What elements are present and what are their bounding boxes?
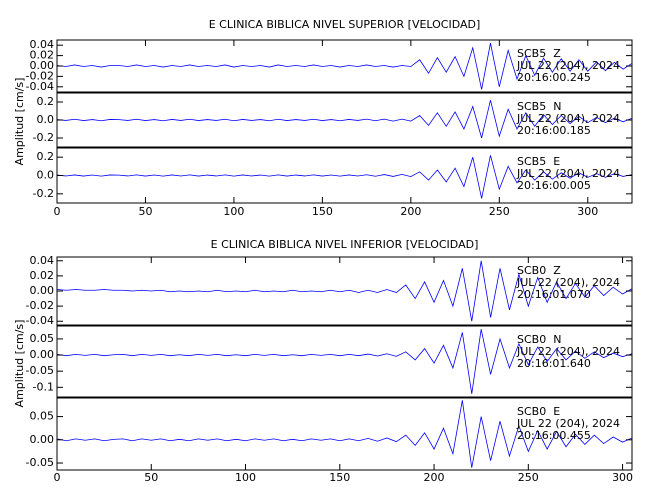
y-tick-label: 0.2 (37, 150, 55, 163)
y-tick-label: 0.05 (30, 410, 55, 423)
trace-annotation: 20:16:00.245 (517, 71, 591, 84)
x-tick-label: 50 (144, 471, 158, 484)
x-tick-label: 200 (424, 471, 445, 484)
y-tick-label: 0.00 (30, 59, 55, 72)
waveform (57, 155, 632, 199)
y-tick-label: 0.0 (37, 169, 55, 182)
x-tick-label: 250 (489, 205, 510, 218)
waveform (57, 400, 632, 468)
x-tick-label: 100 (223, 205, 244, 218)
panel-frame (56, 397, 633, 471)
y-tick-label: -0.04 (26, 314, 54, 327)
y-tick-label: 0.02 (30, 269, 55, 282)
trace-annotation: 20:16:00.005 (517, 179, 591, 192)
trace-annotation: JUL 22 (204), 2024 (516, 59, 620, 72)
trace-annotation: SCB0 N (517, 333, 561, 346)
trace-annotation: SCB5 N (517, 100, 561, 113)
trace-annotation: 20:16:00.455 (517, 429, 591, 442)
x-tick-label: 300 (612, 471, 633, 484)
trace-annotation: SCB0 Z (517, 264, 561, 277)
y-tick-label: 0.00 (30, 348, 55, 361)
y-tick-label: 0.00 (30, 433, 55, 446)
waveform (57, 260, 632, 322)
y-tick-label: -0.02 (26, 299, 54, 312)
y-axis-label: Amplitud [cm/s] (13, 78, 26, 166)
x-tick-label: 0 (54, 471, 61, 484)
x-tick-label: 300 (577, 205, 598, 218)
waveform (57, 100, 632, 139)
trace-annotation: JUL 22 (204), 2024 (516, 417, 620, 430)
trace-annotation: SCB0 E (517, 405, 560, 418)
panel-frame (56, 325, 633, 398)
y-tick-label: 0.04 (30, 254, 55, 267)
y-tick-label: 0.04 (30, 38, 55, 51)
trace-annotation: JUL 22 (204), 2024 (516, 167, 620, 180)
trace-annotation: 20:16:01.640 (517, 357, 591, 370)
x-tick-label: 0 (54, 205, 61, 218)
y-tick-label: -0.2 (33, 187, 54, 200)
waveform (57, 329, 632, 394)
x-tick-label: 150 (329, 471, 350, 484)
y-tick-label: -0.1 (33, 380, 54, 393)
trace-annotation: 20:16:00.185 (517, 124, 591, 137)
y-tick-label: 0.05 (30, 332, 55, 345)
x-tick-label: 100 (235, 471, 256, 484)
trace-annotation: SCB5 Z (517, 47, 561, 60)
chart-title: E CLINICA BIBLICA NIVEL SUPERIOR [VELOCI… (209, 18, 481, 31)
trace-annotation: JUL 22 (204), 2024 (516, 276, 620, 289)
trace-annotation: JUL 22 (204), 2024 (516, 345, 620, 358)
waveform (57, 43, 632, 90)
y-tick-label: 0.2 (37, 95, 55, 108)
x-tick-label: 50 (138, 205, 152, 218)
y-tick-label: 0.00 (30, 284, 55, 297)
y-tick-label: -0.05 (26, 456, 54, 469)
trace-annotation: 20:16:01.070 (517, 288, 591, 301)
trace-annotation: JUL 22 (204), 2024 (516, 112, 620, 125)
x-tick-label: 200 (400, 205, 421, 218)
x-tick-label: 250 (518, 471, 539, 484)
y-tick-label: -0.05 (26, 364, 54, 377)
y-tick-label: -0.02 (26, 69, 54, 82)
chart-title: E CLINICA BIBLICA NIVEL INFERIOR [VELOCI… (211, 238, 479, 251)
trace-annotation: SCB5 E (517, 155, 560, 168)
y-axis-label: Amplitud [cm/s] (13, 320, 26, 408)
y-tick-label: 0.02 (30, 49, 55, 62)
y-tick-label: -0.04 (26, 80, 54, 93)
x-tick-label: 150 (312, 205, 333, 218)
y-tick-label: 0.0 (37, 113, 55, 126)
y-tick-label: -0.2 (33, 131, 54, 144)
